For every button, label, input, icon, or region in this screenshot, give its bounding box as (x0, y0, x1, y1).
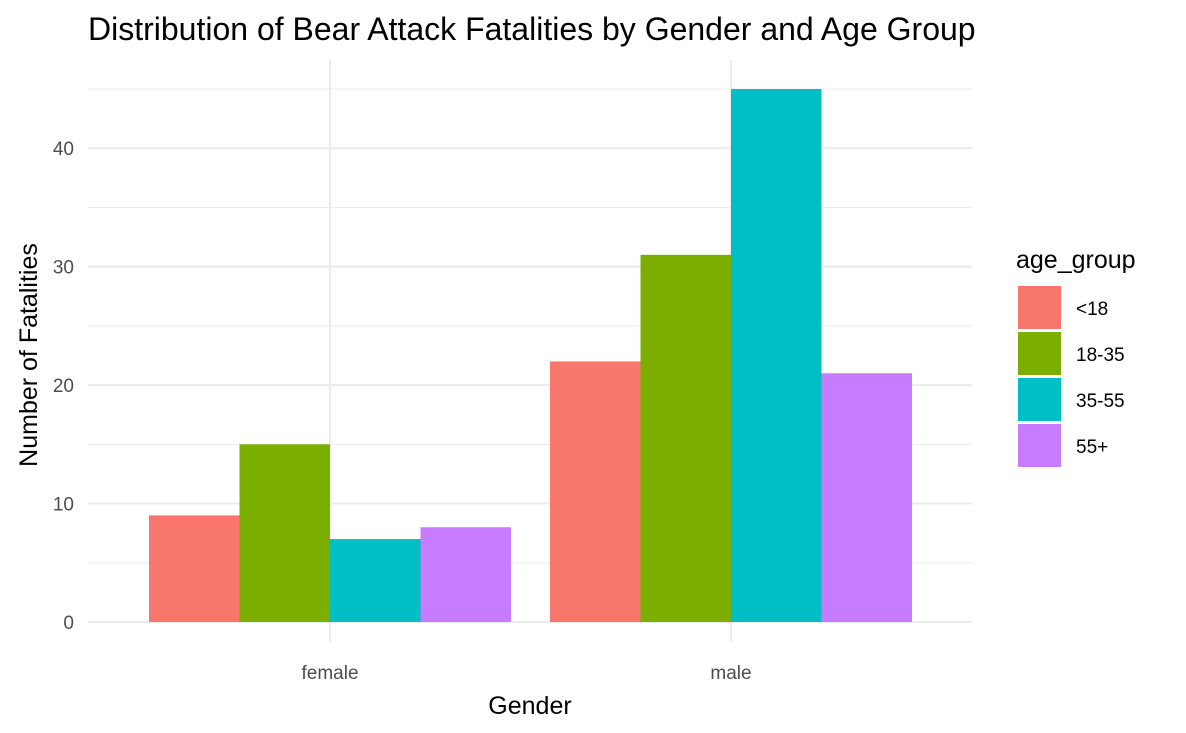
legend-label: 35-55 (1076, 391, 1125, 412)
x-axis-title: Gender (488, 692, 571, 720)
bar (731, 89, 822, 622)
axes: 0 10 20 30 40 female male (53, 139, 752, 684)
bar (550, 361, 641, 622)
legend-swatch (1018, 332, 1061, 375)
chart-title: Distribution of Bear Attack Fatalities b… (88, 11, 976, 47)
legend-label: <18 (1076, 299, 1108, 320)
bar (330, 539, 421, 622)
bar (821, 373, 912, 622)
x-tick-label: female (301, 663, 358, 684)
legend-swatch (1018, 286, 1061, 329)
bars (149, 89, 912, 623)
bar (640, 254, 731, 623)
legend: age_group <18 18-35 35-55 55+ (1016, 246, 1136, 467)
y-tick-label: 10 (53, 495, 74, 516)
legend-label: 55+ (1076, 437, 1108, 458)
y-tick-label: 20 (53, 376, 74, 397)
bar (239, 444, 330, 622)
y-tick-label: 30 (53, 258, 74, 279)
x-tick-label: male (710, 663, 751, 684)
y-axis-title: Number of Fatalities (15, 243, 43, 467)
y-tick-label: 0 (63, 613, 74, 634)
legend-label: 18-35 (1076, 345, 1125, 366)
bar (149, 515, 240, 622)
legend-swatch (1018, 424, 1061, 467)
legend-title: age_group (1016, 246, 1136, 274)
legend-swatch (1018, 378, 1061, 421)
y-tick-label: 40 (53, 139, 74, 160)
bar (420, 527, 511, 622)
